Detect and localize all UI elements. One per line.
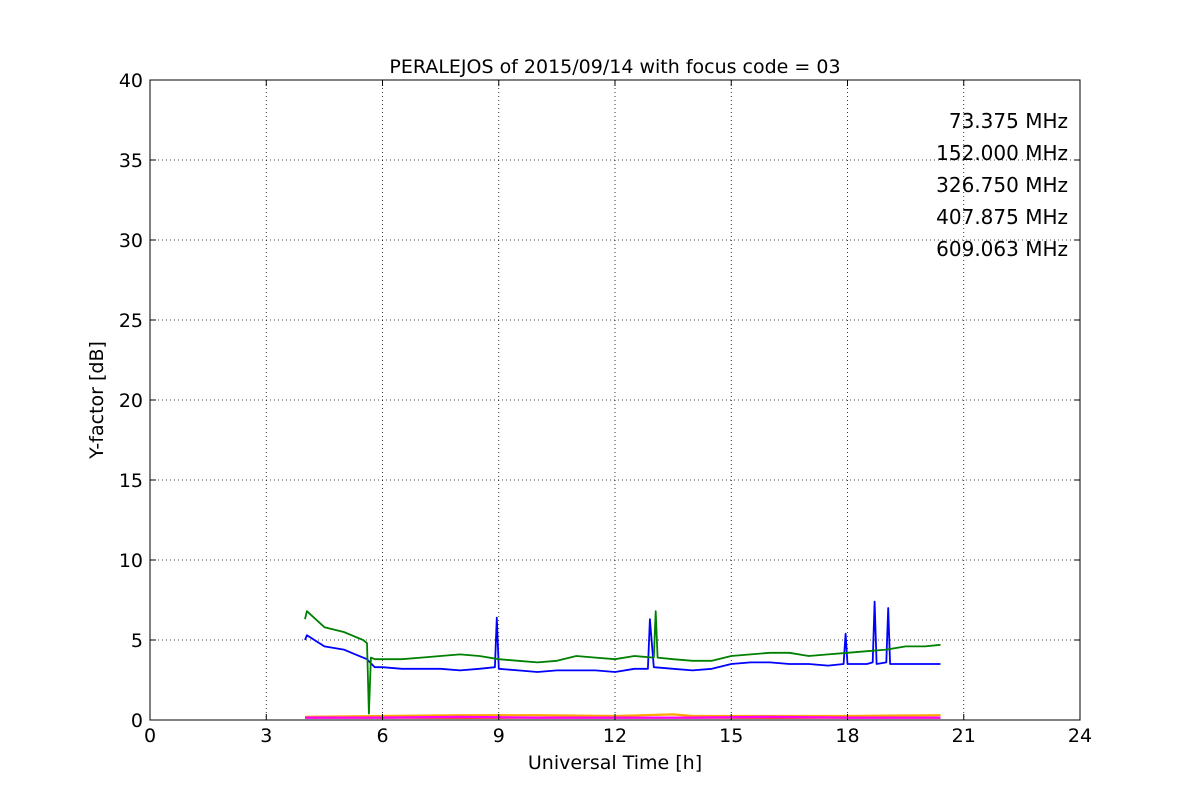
x-tick-label: 3	[260, 725, 272, 747]
y-axis-label: Y-factor [dB]	[86, 341, 108, 460]
legend-item-609-063-mhz: 609.063 MHz	[936, 237, 1068, 261]
y-tick-label: 5	[131, 630, 143, 652]
x-tick-label: 6	[376, 725, 388, 747]
y-tick-label: 25	[119, 310, 143, 332]
series-line-73-375-mhz	[304, 600, 941, 673]
y-tick-label: 10	[119, 550, 143, 572]
series-line-407-875-mhz	[304, 713, 941, 718]
series-line-152-000-mhz	[304, 610, 941, 715]
x-tick-label: 9	[493, 725, 505, 747]
y-tick-label: 30	[119, 230, 143, 252]
y-tick-label: 40	[119, 70, 143, 92]
legend-item-326-750-mhz: 326.750 MHz	[936, 173, 1068, 197]
x-tick-label: 21	[952, 725, 976, 747]
chart-title: PERALEJOS of 2015/09/14 with focus code …	[389, 56, 840, 78]
x-tick-label: 15	[719, 725, 743, 747]
y-tick-label: 35	[119, 150, 143, 172]
x-axis-label: Universal Time [h]	[528, 752, 702, 774]
series-line-609-063-mhz	[305, 715, 941, 719]
ticks: 0 3 6 9 12 15 18 21 24 0 5 10 15 20 25 30 35 40	[119, 70, 1092, 747]
x-tick-label: 0	[144, 725, 156, 747]
y-tick-label: 15	[119, 470, 143, 492]
grid	[150, 80, 1080, 720]
y-tick-label: 0	[131, 710, 143, 732]
legend-item-73-375-mhz: 73.375 MHz	[949, 109, 1068, 133]
legend-item-407-875-mhz: 407.875 MHz	[936, 205, 1068, 229]
x-tick-label: 24	[1068, 725, 1092, 747]
legend-item-152-000-mhz: 152.000 MHz	[936, 141, 1068, 165]
x-tick-label: 12	[603, 725, 627, 747]
x-tick-label: 18	[835, 725, 859, 747]
y-tick-label: 20	[119, 390, 143, 412]
legend: 73.375 MHz 152.000 MHz 326.750 MHz 407.875 …	[936, 109, 1068, 261]
